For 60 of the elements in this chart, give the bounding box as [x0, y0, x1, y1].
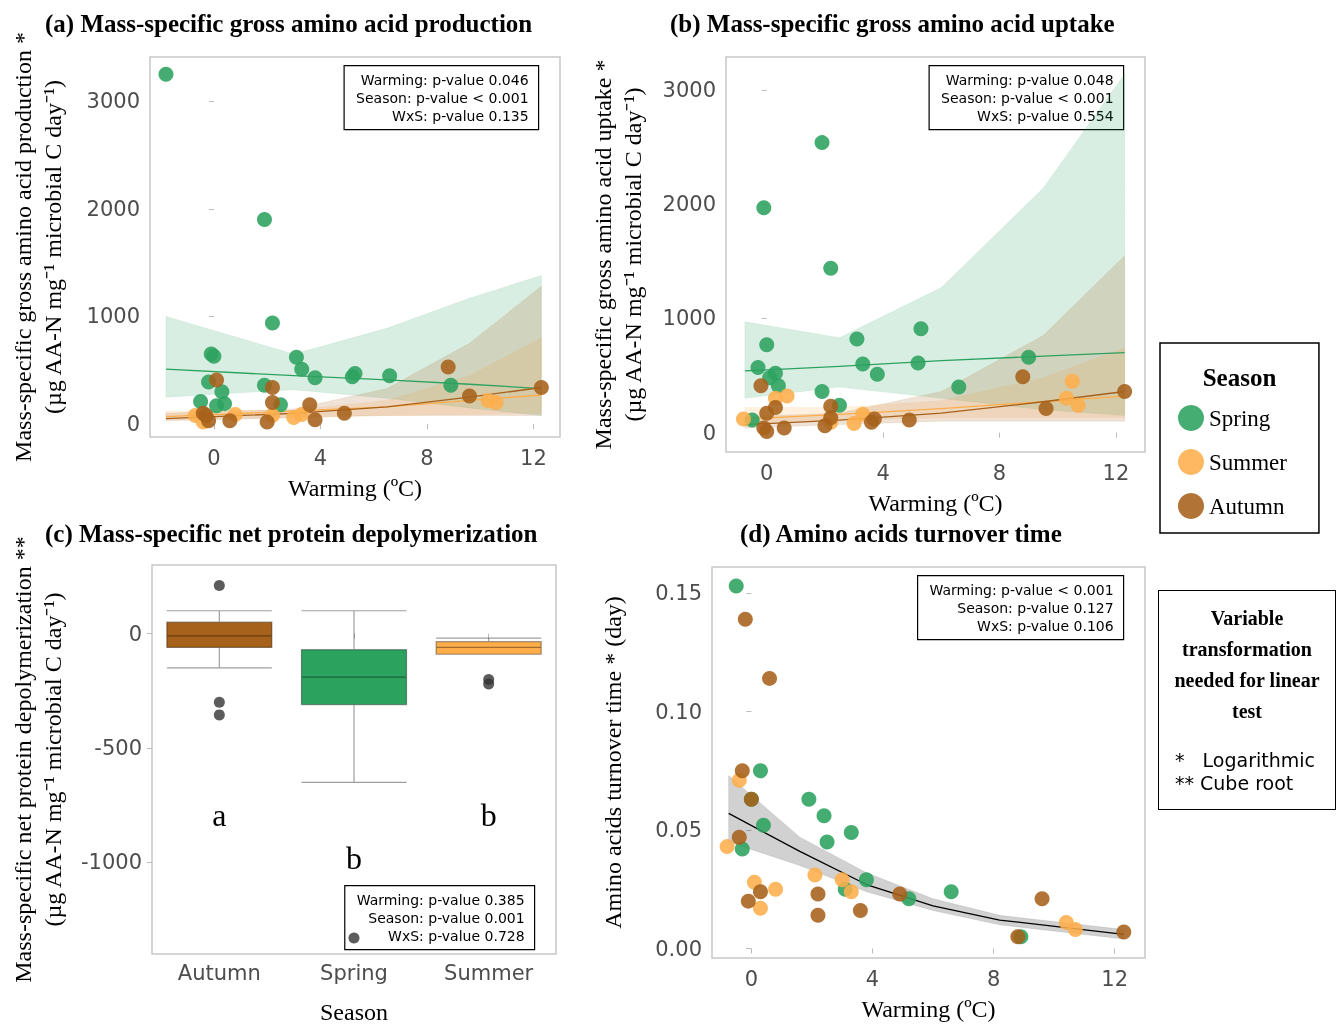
- legend-title: Season: [1202, 363, 1277, 391]
- legend-label: Spring: [1209, 405, 1271, 431]
- y-axis-title: Mass-specific gross amino acid uptake * (µg AA-N mg⁻¹ microbial C day⁻¹): [590, 59, 646, 450]
- x-tick-label: 0: [744, 966, 759, 991]
- y-tick-label: 3000: [662, 78, 716, 103]
- y-tick-label: 0.00: [655, 936, 702, 961]
- chart-title: (b) Mass-specific gross amino acid uptake: [670, 10, 1115, 38]
- x-tick-label: 8: [992, 460, 1007, 485]
- x-tick-label: 12: [1102, 460, 1130, 485]
- annotation: b: [346, 839, 362, 876]
- x-tick-label: 12: [1101, 966, 1129, 991]
- annotation: Season: p-value < 0.001: [941, 89, 1114, 106]
- annotation: Season: p-value 0.001: [368, 909, 525, 926]
- annotation: b: [480, 796, 497, 833]
- x-axis-title: Warming (ºC): [861, 996, 996, 1022]
- y-tick-label: 0.15: [655, 581, 702, 606]
- x-tick-label: Summer: [444, 960, 534, 985]
- y-tick-label: 1000: [662, 306, 716, 331]
- x-axis-title: Warming (ºC): [287, 474, 423, 501]
- annotation: WxS: p-value 0.554: [977, 107, 1114, 124]
- text: ** Cube root: [1175, 771, 1294, 794]
- annotation: WxS: p-value 0.728: [388, 927, 525, 944]
- text: * Logarithmic: [1175, 749, 1316, 771]
- text: Variable transformation needed for linear test: [1173, 606, 1321, 724]
- chart-title: (d) Amino acids turnover time: [740, 520, 1062, 548]
- x-tick-label: 8: [420, 445, 434, 470]
- x-tick-label: 8: [986, 966, 1001, 991]
- y-tick-label: 3000: [86, 89, 140, 114]
- y-tick-label: 0: [702, 420, 716, 445]
- y-tick-label: 0.10: [655, 699, 702, 724]
- y-tick-label: 0: [126, 412, 140, 437]
- y-axis-title: Amino acids turnover time * (day): [600, 596, 626, 929]
- y-tick-label: 1000: [86, 304, 140, 329]
- annotation: Season: p-value 0.127: [957, 599, 1114, 616]
- annotation: WxS: p-value 0.135: [392, 107, 529, 124]
- annotation: Warming: p-value < 0.001: [929, 581, 1114, 598]
- x-tick-label: 4: [313, 445, 328, 470]
- annotation: Warming: p-value 0.048: [945, 71, 1114, 88]
- x-tick-label: Autumn: [177, 960, 261, 985]
- chart-title: (c) Mass-specific net protein depolymerization: [45, 520, 538, 548]
- x-axis-title: Warming (ºC): [868, 489, 1003, 516]
- x-tick-label: 0: [760, 460, 774, 485]
- y-tick-label: 0: [128, 621, 142, 646]
- y-tick-label: 2000: [86, 196, 140, 221]
- x-axis-title: Season: [320, 999, 388, 1025]
- annotation: Warming: p-value 0.385: [356, 891, 525, 908]
- annotation: a: [212, 796, 227, 833]
- y-tick-label: 0.05: [655, 818, 702, 843]
- y-tick-label: 2000: [662, 192, 716, 217]
- annotation: Season: p-value < 0.001: [356, 89, 529, 106]
- legend-label: Autumn: [1209, 493, 1285, 519]
- x-tick-label: 4: [876, 460, 890, 485]
- x-tick-label: Spring: [320, 960, 388, 985]
- y-tick-label: -500: [94, 736, 142, 761]
- annotation: WxS: p-value 0.106: [977, 617, 1114, 634]
- x-tick-label: 12: [520, 445, 547, 470]
- y-tick-label: -1000: [80, 850, 142, 875]
- x-tick-label: 4: [865, 966, 880, 991]
- x-tick-label: 0: [207, 445, 221, 470]
- annotation: Warming: p-value 0.046: [360, 71, 529, 88]
